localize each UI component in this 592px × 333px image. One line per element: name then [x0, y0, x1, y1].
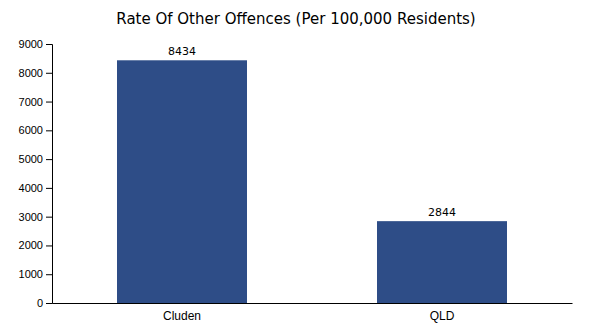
y-tick-label: 5000: [19, 153, 43, 165]
y-tick-mark: [46, 245, 52, 246]
y-tick-mark: [46, 73, 52, 74]
y-tick-mark: [46, 217, 52, 218]
y-tick-mark: [46, 102, 52, 103]
y-tick-mark: [46, 303, 52, 304]
x-axis: Cluden QLD: [53, 304, 573, 323]
y-tick: 8000: [19, 67, 52, 79]
y-tick-label: 1000: [19, 268, 43, 280]
y-tick: 2000: [19, 239, 52, 251]
y-tick-mark: [46, 274, 52, 275]
x-tick: QLD: [430, 309, 455, 323]
y-tick-mark: [46, 188, 52, 189]
y-tick-label: 0: [37, 297, 43, 309]
chart: Rate Of Other Offences (Per 100,000 Resi…: [0, 0, 592, 333]
y-tick: 9000: [19, 38, 52, 50]
data-label: 8434: [168, 45, 196, 58]
title: Rate Of Other Offences (Per 100,000 Resi…: [116, 10, 475, 28]
plot: 0 1000 2000 3000 4000 5000 6000 7000 8000 9000 Clu…: [19, 38, 573, 323]
y-tick-mark: [46, 159, 52, 160]
y-tick-label: 7000: [19, 96, 43, 108]
y-tick: 6000: [19, 124, 52, 136]
y-tick: 3000: [19, 211, 52, 223]
x-axis-line: [53, 303, 573, 304]
x-tick-label: Cluden: [163, 309, 201, 323]
y-tick-label: 9000: [19, 38, 43, 50]
y-tick-label: 2000: [19, 239, 43, 251]
y-tick-label: 3000: [19, 211, 43, 223]
y-tick: 7000: [19, 96, 52, 108]
y-tick-label: 8000: [19, 67, 43, 79]
y-tick: 5000: [19, 153, 52, 165]
bars: [117, 60, 507, 303]
bar: [117, 60, 247, 303]
y-tick: 1000: [19, 268, 52, 280]
y-tick-mark: [46, 130, 52, 131]
data-label: 2844: [428, 206, 456, 219]
bar: [377, 221, 507, 303]
y-tick-label: 4000: [19, 182, 43, 194]
x-tick-label: QLD: [430, 309, 455, 323]
data-labels: 8434 2844: [168, 45, 456, 219]
x-tick: Cluden: [163, 309, 201, 323]
y-tick: 4000: [19, 182, 52, 194]
y-axis-line: [46, 45, 53, 304]
y-tick: 0: [37, 297, 52, 309]
y-tick-mark: [46, 44, 52, 45]
y-axis: 0 1000 2000 3000 4000 5000 6000 7000 8000 9000: [19, 38, 53, 309]
y-tick-label: 6000: [19, 124, 43, 136]
